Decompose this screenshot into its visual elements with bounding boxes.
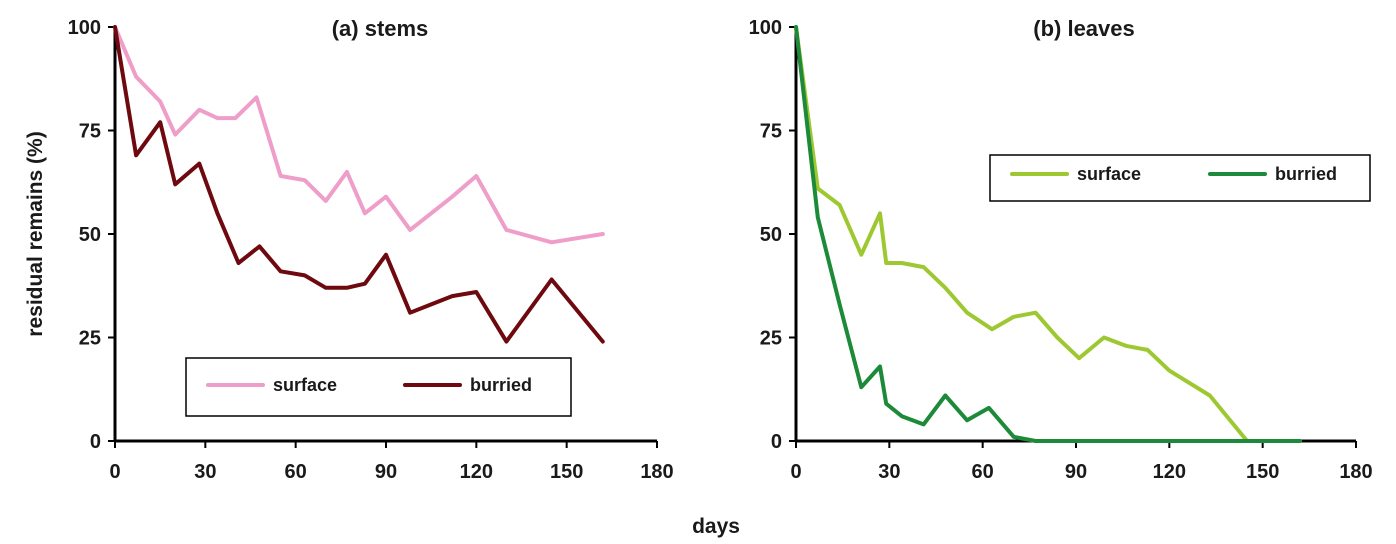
x-tick-label: 180 <box>640 461 673 483</box>
legend-box <box>989 154 1371 202</box>
x-tick-label: 120 <box>1153 461 1186 483</box>
series-line-surface <box>794 25 1302 443</box>
chart-title: (b) leaves <box>1033 16 1135 41</box>
y-tick-label: 25 <box>79 328 101 350</box>
y-tick-label: 50 <box>79 224 101 246</box>
legend-label-surface: surface <box>273 375 337 395</box>
y-tick-label: 100 <box>749 17 782 39</box>
x-tick-label: 60 <box>285 461 307 483</box>
legend-label-surface: surface <box>1077 164 1141 184</box>
y-tick-label: 50 <box>760 224 782 246</box>
x-tick-label: 60 <box>972 461 994 483</box>
leaves-chart: 0 25 50 75 100 0 30 60 90 120 150 180 (b) leaves surf… <box>749 16 1373 483</box>
y-axis-label: residual remains (%) <box>24 131 47 336</box>
x-tick-label: 30 <box>878 461 900 483</box>
y-tick-label: 25 <box>760 328 782 350</box>
stems-chart: 0 25 50 75 100 0 30 60 90 120 150 180 (a) stems resid… <box>24 16 674 483</box>
legend-label-burried: burried <box>470 375 532 395</box>
shared-x-axis-label: days <box>692 515 740 538</box>
y-tick-label: 75 <box>760 121 782 143</box>
y-tick-label: 0 <box>90 431 101 453</box>
series-line-burried <box>113 25 605 344</box>
x-tick-label: 90 <box>1065 461 1087 483</box>
x-tick-label: 0 <box>109 461 120 483</box>
x-tick-label: 120 <box>460 461 493 483</box>
legend: surface burried <box>989 154 1371 202</box>
series-line-surface <box>113 25 605 245</box>
series-line-burried <box>794 25 1302 443</box>
legend-label-burried: burried <box>1275 164 1337 184</box>
y-tick-label: 100 <box>68 17 101 39</box>
y-tick-label: 75 <box>79 121 101 143</box>
x-tick-label: 150 <box>1246 461 1279 483</box>
chart-title: (a) stems <box>332 16 429 41</box>
x-tick-label: 90 <box>375 461 397 483</box>
x-tick-label: 180 <box>1339 461 1372 483</box>
y-tick-label: 0 <box>771 431 782 453</box>
x-tick-label: 150 <box>550 461 583 483</box>
legend: surface burried <box>185 357 572 417</box>
x-tick-label: 0 <box>790 461 801 483</box>
x-tick-label: 30 <box>194 461 216 483</box>
